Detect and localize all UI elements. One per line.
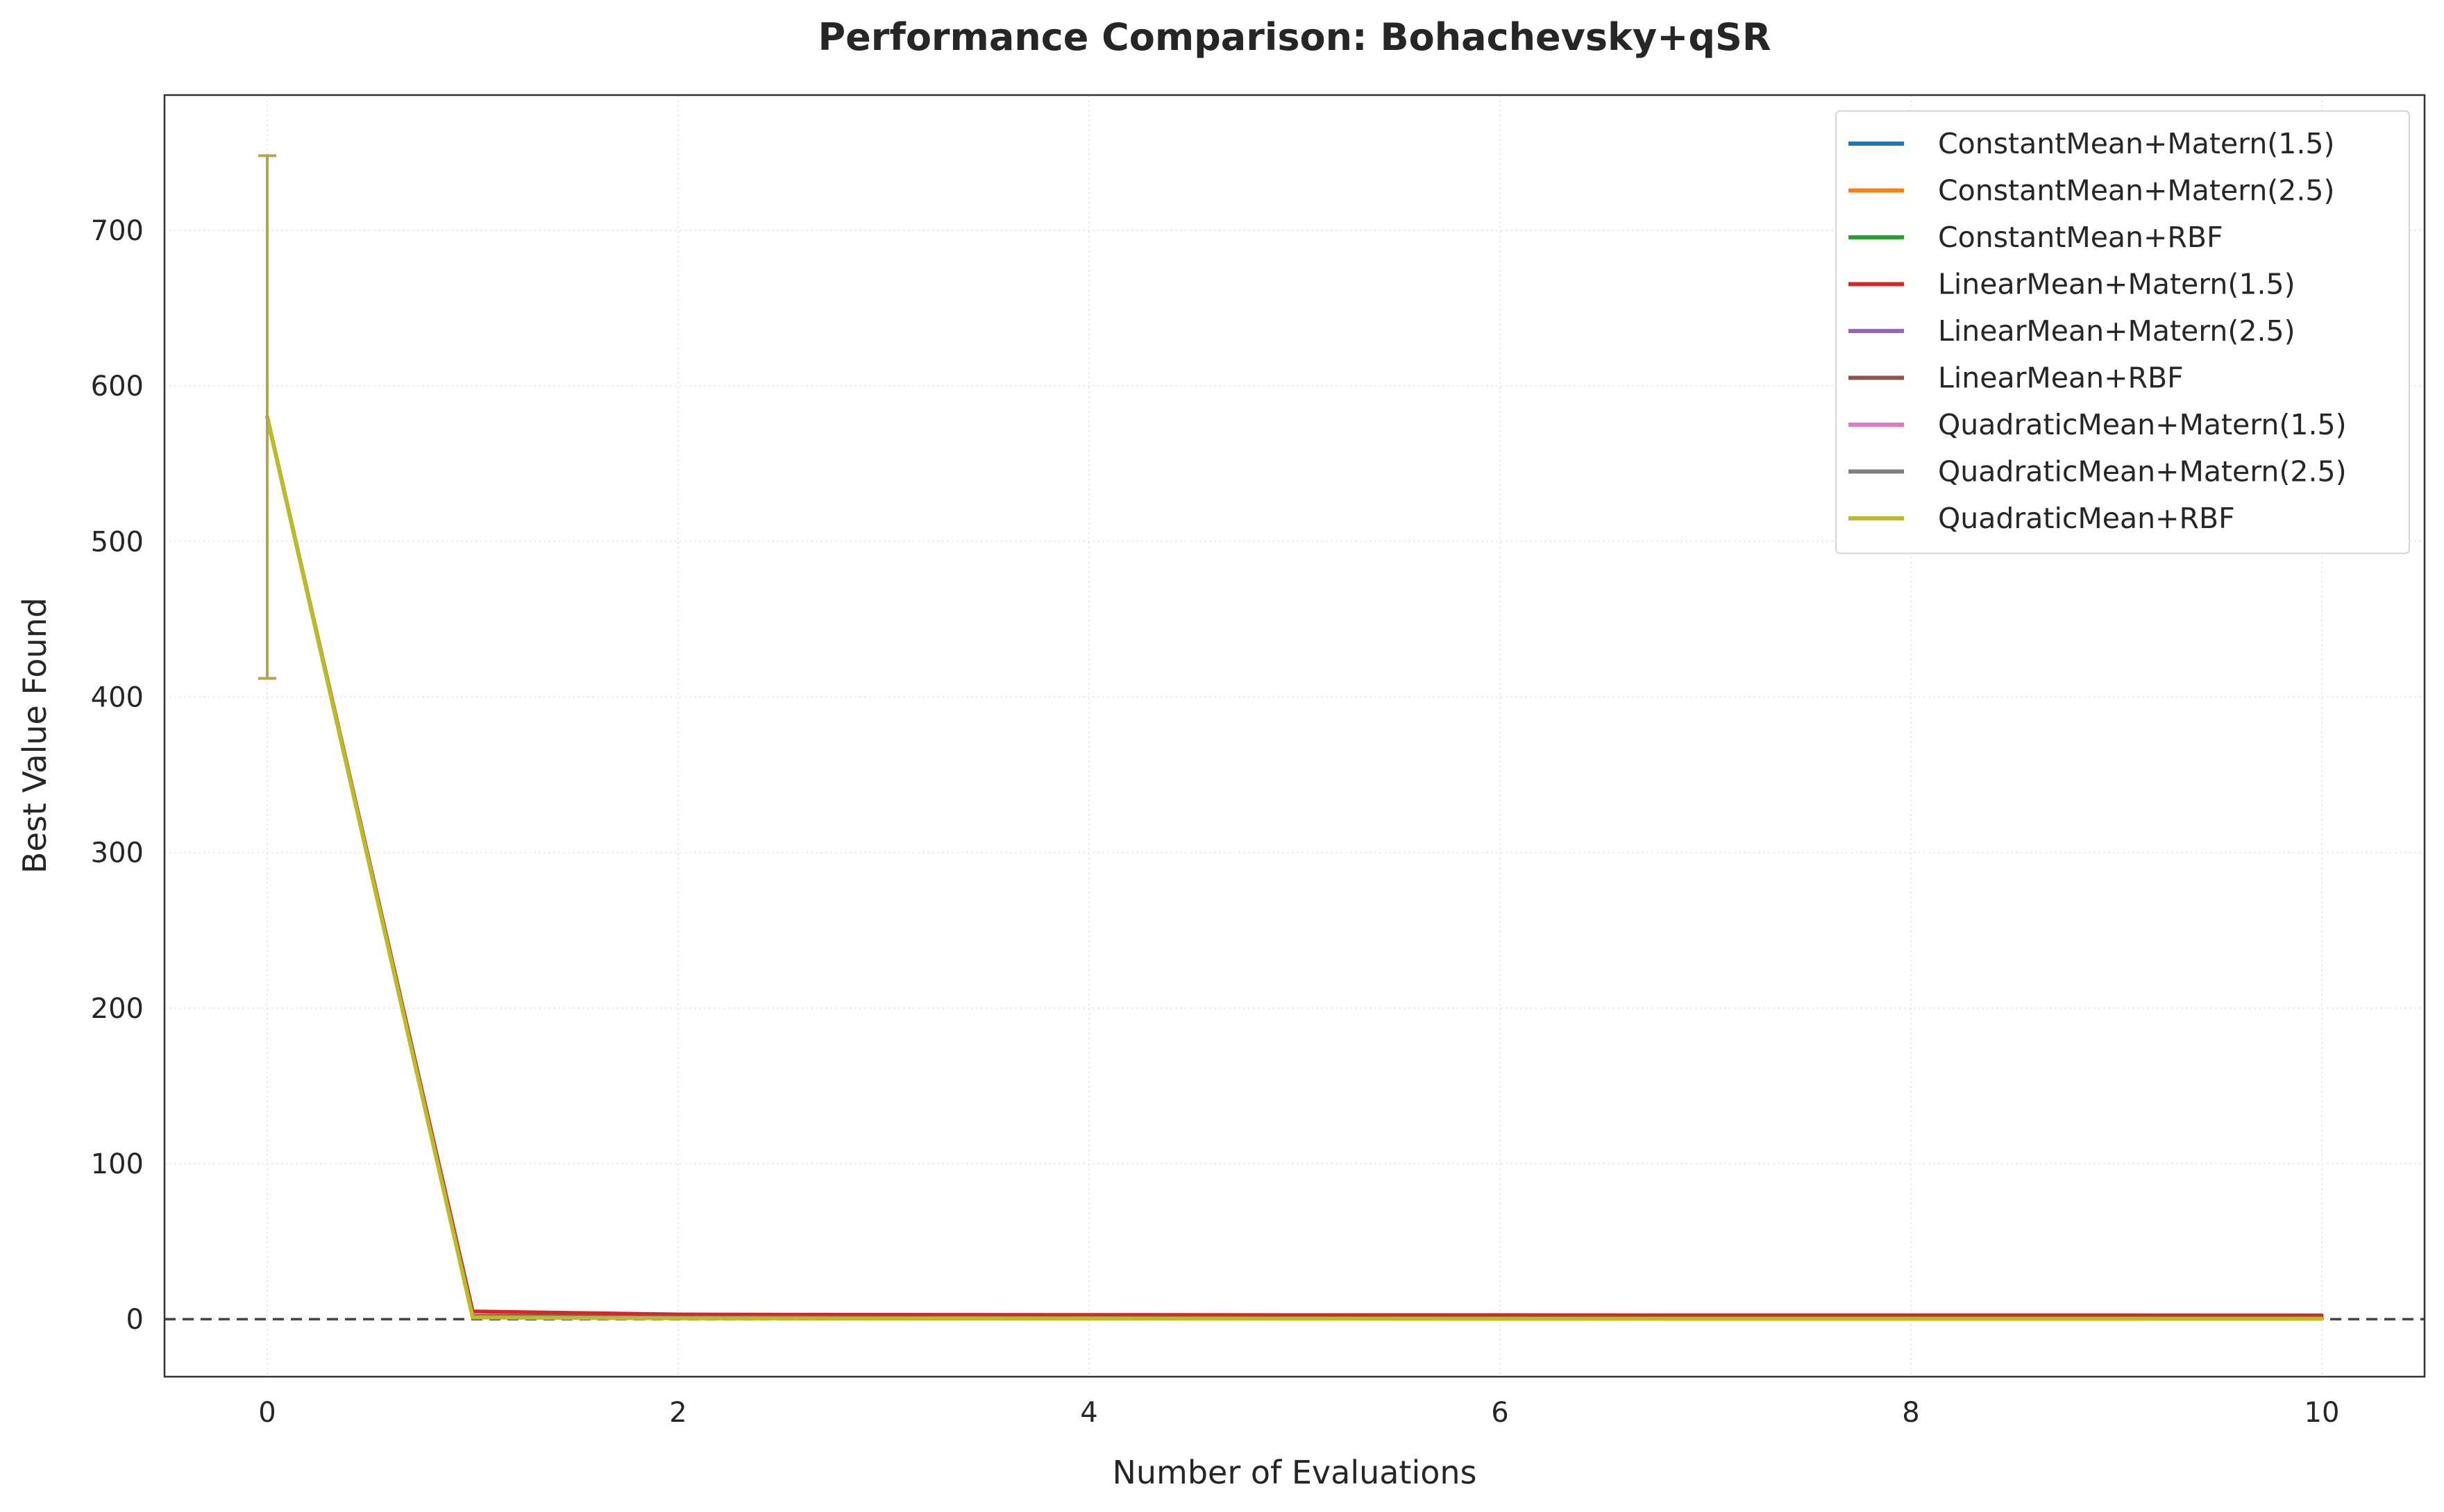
- y-tick-label: 400: [91, 681, 144, 713]
- legend-label: QuadraticMean+RBF: [1938, 502, 2235, 535]
- y-tick-label: 0: [126, 1304, 144, 1336]
- x-tick-label: 0: [258, 1397, 276, 1429]
- legend-box: [1835, 110, 2410, 554]
- legend-label: QuadraticMean+Matern(1.5): [1938, 408, 2347, 441]
- x-axis-ticks: 0 2 4 6 8 10: [258, 1397, 2339, 1429]
- x-tick-label: 8: [1902, 1397, 1919, 1429]
- x-tick-label: 2: [669, 1397, 686, 1429]
- legend-label: QuadraticMean+Matern(2.5): [1938, 455, 2347, 489]
- chart-title: Performance Comparison: Bohachevsky+qSR: [818, 15, 1771, 59]
- x-tick-label: 10: [2304, 1397, 2340, 1429]
- y-tick-label: 700: [91, 215, 144, 247]
- error-bar-group: [258, 154, 276, 680]
- y-axis-label: Best Value Found: [16, 597, 53, 874]
- y-tick-label: 500: [91, 526, 144, 558]
- series-group: [265, 415, 2324, 1321]
- legend-label: LinearMean+RBF: [1938, 362, 2184, 395]
- legend-label: ConstantMean+Matern(1.5): [1938, 127, 2335, 160]
- y-axis-ticks: 0 100 200 300 400 500 600 700: [91, 215, 144, 1336]
- y-tick-label: 200: [91, 993, 144, 1025]
- legend-label: LinearMean+Matern(1.5): [1938, 268, 2295, 301]
- series-line-3: [265, 415, 2324, 1318]
- x-axis-label: Number of Evaluations: [1112, 1454, 1476, 1491]
- legend-label: ConstantMean+Matern(2.5): [1938, 174, 2335, 207]
- x-tick-label: 4: [1080, 1397, 1097, 1429]
- y-tick-label: 600: [91, 371, 144, 402]
- legend: ConstantMean+Matern(1.5) ConstantMean+Mat…: [1835, 110, 2410, 554]
- y-tick-label: 100: [91, 1148, 144, 1180]
- y-tick-label: 300: [91, 838, 144, 869]
- x-tick-label: 6: [1491, 1397, 1508, 1429]
- legend-label: ConstantMean+RBF: [1938, 221, 2223, 254]
- plot-frame: [163, 94, 2426, 1378]
- legend-label: LinearMean+Matern(2.5): [1938, 314, 2295, 348]
- series-line-8: [265, 415, 2324, 1321]
